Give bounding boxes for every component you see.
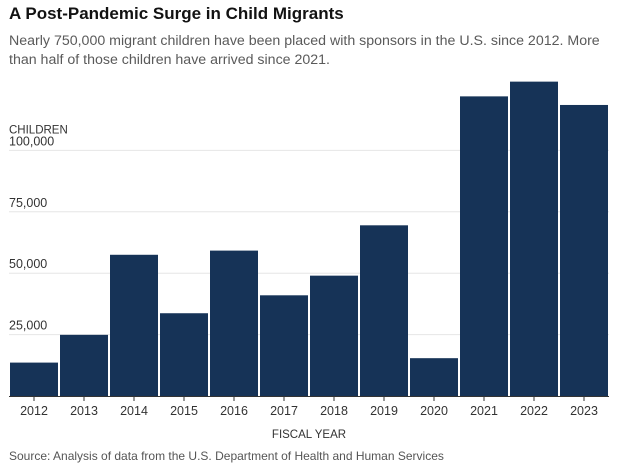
- x-tick-label: 2015: [170, 404, 198, 418]
- x-tick-label: 2019: [370, 404, 398, 418]
- x-tick-label: 2020: [420, 404, 448, 418]
- bar-2020: [410, 358, 458, 396]
- bar-2019: [360, 225, 408, 396]
- x-axis-label: FISCAL YEAR: [272, 429, 346, 441]
- x-tick-label: 2016: [220, 404, 248, 418]
- y-axis-label: CHILDREN: [9, 124, 68, 136]
- x-tick-label: 2014: [120, 404, 148, 418]
- bar-2017: [260, 295, 308, 396]
- x-tick-label: 2018: [320, 404, 348, 418]
- x-tick-label: 2013: [70, 404, 98, 418]
- bar-2018: [310, 275, 358, 396]
- bar-2014: [110, 254, 158, 396]
- y-tick-label: 50,000: [9, 257, 47, 271]
- source-note: Source: Analysis of data from the U.S. D…: [9, 449, 444, 463]
- x-tick-label: 2023: [570, 404, 598, 418]
- x-tick-label: 2021: [470, 404, 498, 418]
- bar-2021: [460, 96, 508, 397]
- chart-subtitle: Nearly 750,000 migrant children have bee…: [9, 33, 600, 68]
- y-tick-label: 25,000: [9, 319, 47, 333]
- y-tick-label: 75,000: [9, 196, 47, 210]
- bar-2016: [210, 250, 258, 396]
- bar-2012: [10, 362, 58, 396]
- x-tick-label: 2017: [270, 404, 298, 418]
- bar-2023: [560, 104, 608, 397]
- y-tick-label: 100,000: [9, 134, 54, 148]
- x-tick-label: 2012: [20, 404, 48, 418]
- bar-2022: [510, 81, 558, 396]
- chart-title: A Post-Pandemic Surge in Child Migrants: [9, 4, 344, 23]
- bar-2013: [60, 334, 108, 396]
- x-tick-label: 2022: [520, 404, 548, 418]
- bar-2015: [160, 313, 208, 396]
